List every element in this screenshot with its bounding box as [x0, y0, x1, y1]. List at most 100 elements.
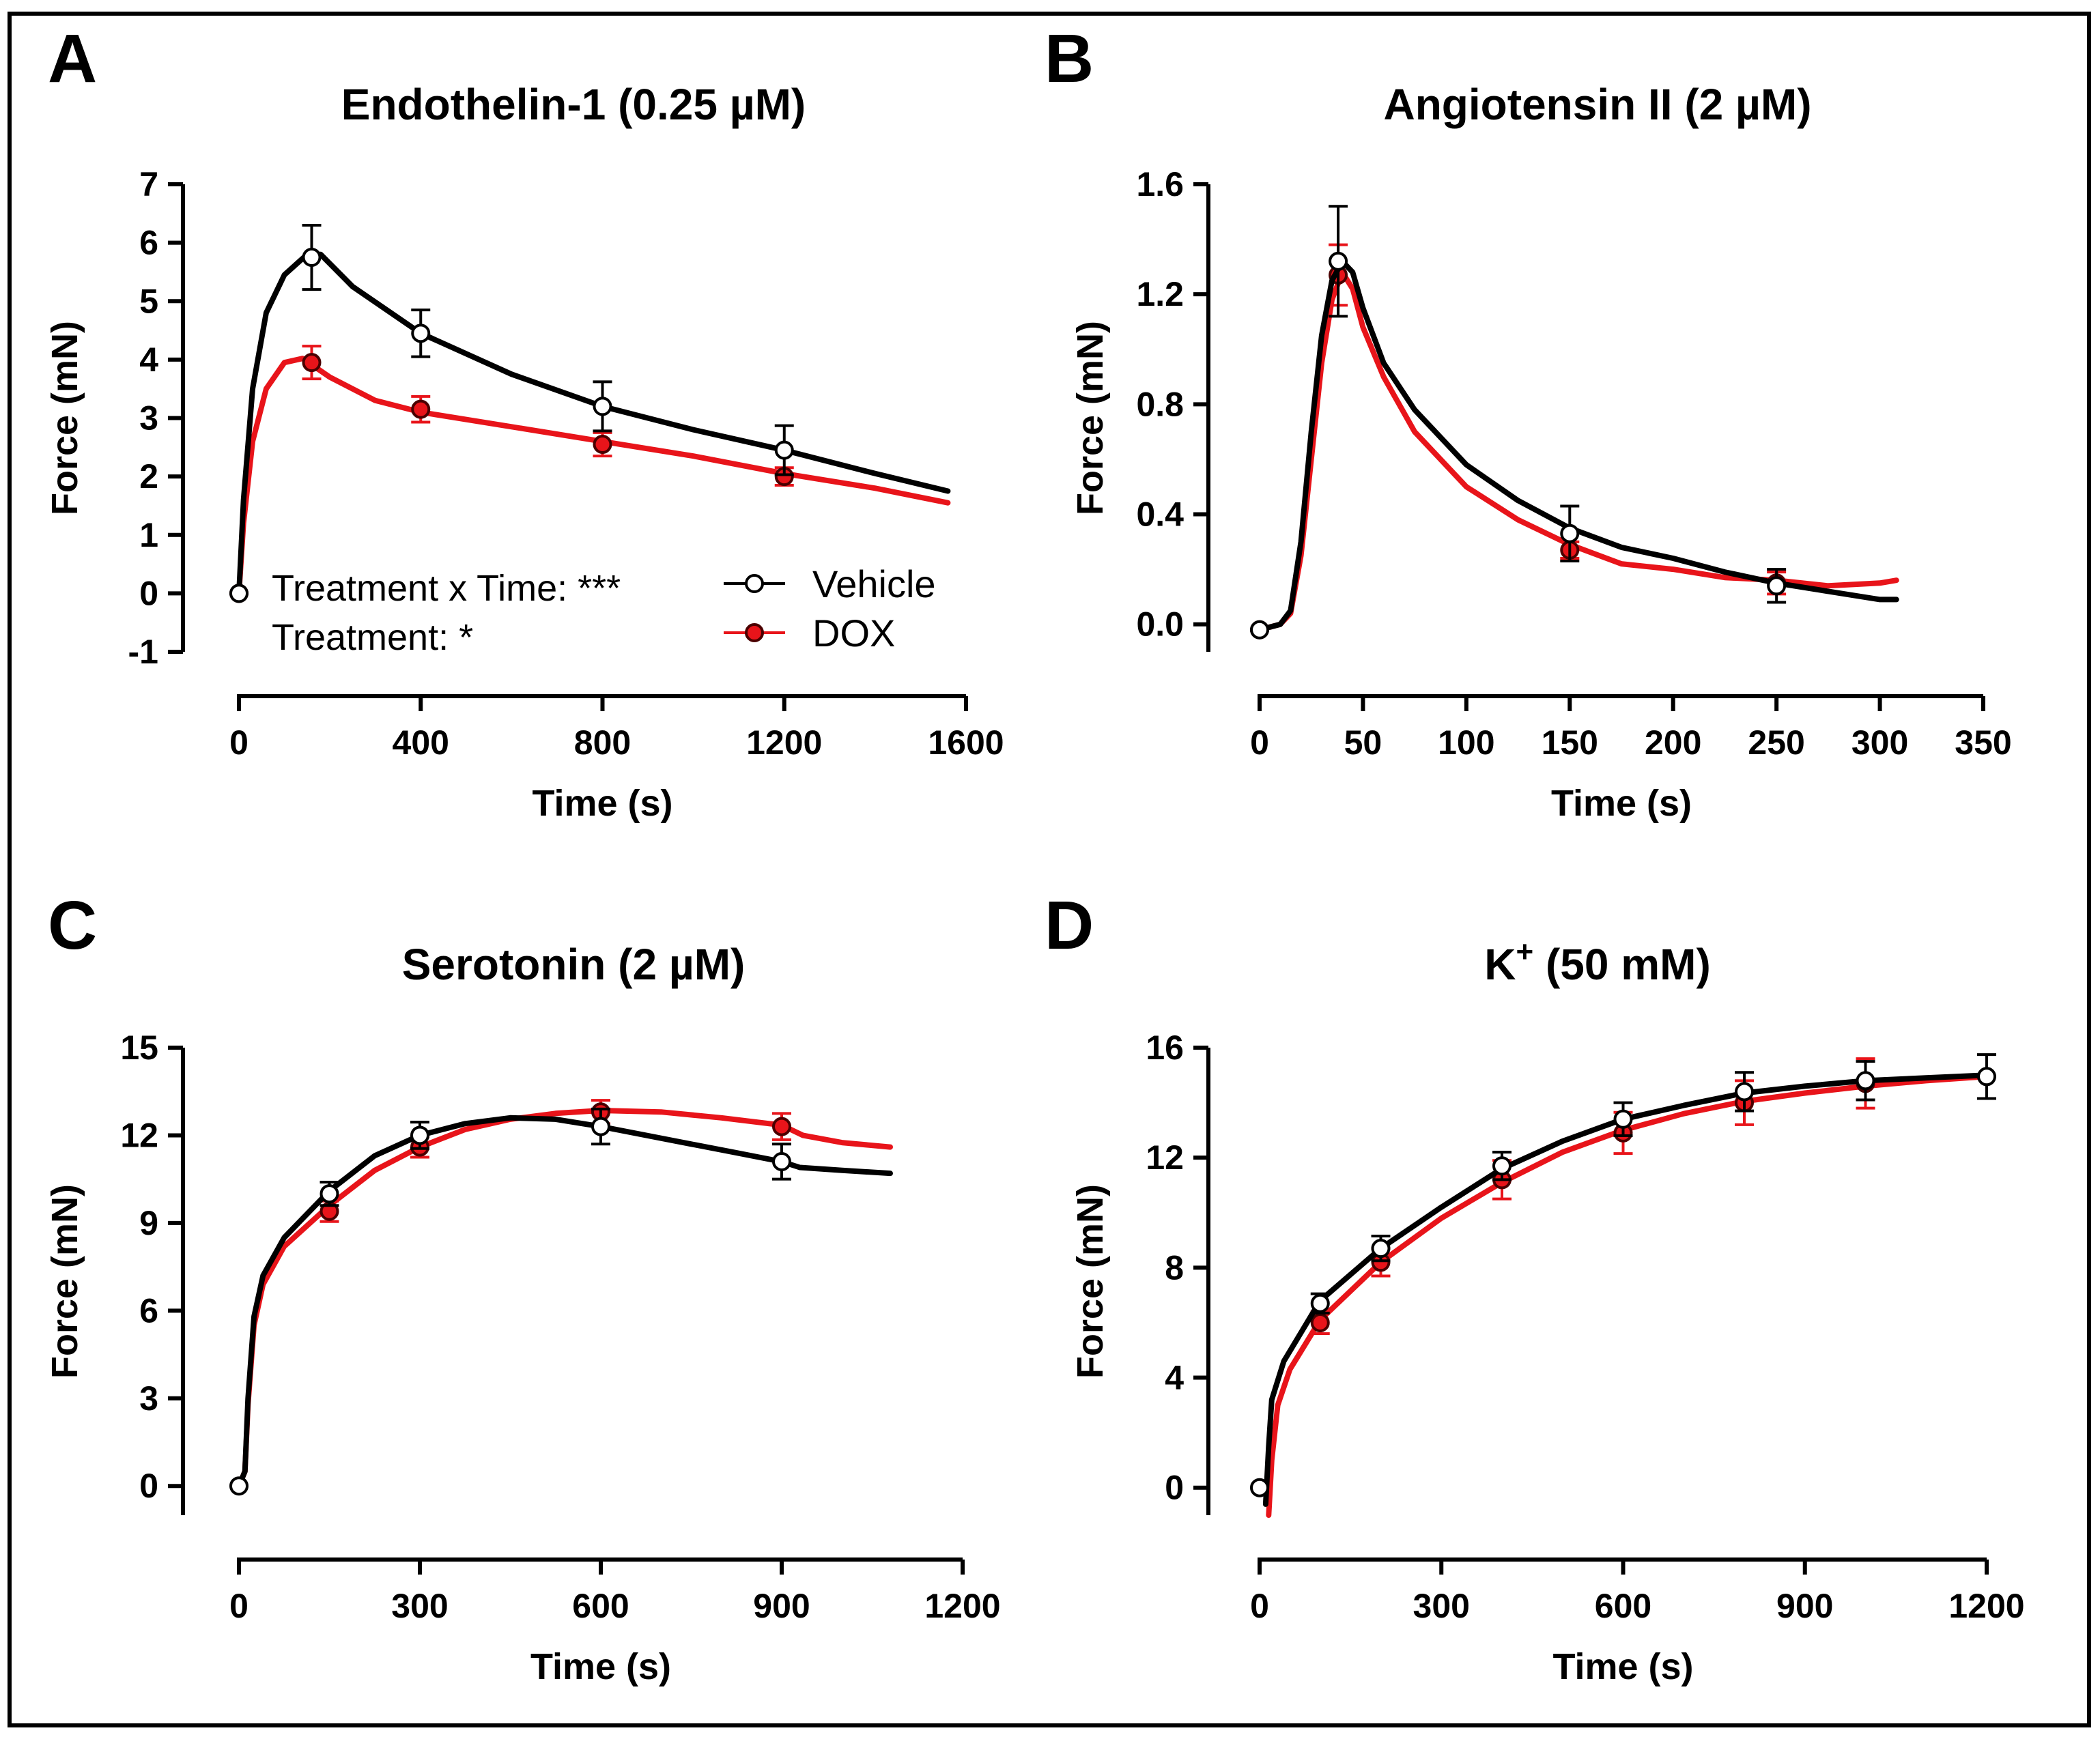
legend-dox-marker	[745, 623, 764, 642]
x-tick-label: 350	[1955, 723, 2011, 762]
y-tick-label: 4	[139, 341, 158, 379]
y-axis-label: Force (mN)	[1070, 321, 1111, 515]
y-tick-label: 0.8	[1136, 385, 1184, 423]
vehicle-curve	[236, 251, 951, 597]
y-tick-label: 0.0	[1136, 605, 1184, 644]
dox-point	[593, 435, 612, 455]
dox-point	[302, 353, 322, 373]
y-tick-label: 6	[139, 1291, 158, 1330]
x-tick-label: 400	[393, 723, 449, 762]
x-tick-label: 300	[1851, 723, 1908, 762]
x-tick-label: 1200	[1948, 1587, 2024, 1625]
x-tick-label: 50	[1344, 723, 1382, 762]
y-axis-label: Force (mN)	[44, 1184, 85, 1379]
vehicle-point	[320, 1184, 339, 1204]
y-axis-label: Force (mN)	[44, 321, 85, 515]
x-tick-label: 600	[572, 1587, 629, 1625]
dox-point	[411, 399, 431, 419]
x-axis-label: Time (s)	[530, 1646, 671, 1687]
vehicle-point	[1329, 251, 1348, 271]
x-tick-label: 300	[391, 1587, 448, 1625]
dox-curve	[1257, 269, 1899, 633]
y-tick-label: 0	[139, 574, 158, 612]
y-tick-label: 1	[139, 516, 158, 554]
y-tick-label: -1	[128, 633, 158, 671]
x-tick-label: 0	[1250, 723, 1269, 762]
panel-letter: B	[1045, 20, 1094, 97]
legend-vehicle-marker	[745, 574, 764, 593]
stat-annotation: Treatment x Time: ***	[272, 568, 621, 609]
vehicle-point	[1250, 1478, 1269, 1497]
y-tick-label: 7	[139, 165, 158, 203]
x-tick-label: 0	[1250, 1587, 1269, 1625]
title-superscript: +	[1516, 935, 1533, 968]
panel-C: C Serotonin (2 µM) 0 3 6 9 12 15 0 300 600 900 1200 T…	[44, 887, 1001, 1687]
panel-A: A Endothelin-1 (0.25 µM) -1 0 1 2 3 4 5 6 7 0 400 800…	[44, 20, 1004, 824]
vehicle-point	[593, 397, 612, 416]
vehicle-point	[774, 440, 794, 460]
x-tick-label: 0	[229, 723, 249, 762]
x-tick-label: 300	[1413, 1587, 1470, 1625]
panel-title: Serotonin (2 µM)	[402, 940, 746, 989]
dox-curve	[1266, 1074, 1989, 1518]
vehicle-curve	[1257, 258, 1899, 633]
panel-title: Angiotensin II (2 µM)	[1383, 80, 1811, 129]
title-rest: (50 mM)	[1533, 940, 1711, 989]
x-tick-label: 800	[574, 723, 631, 762]
vehicle-point	[1767, 576, 1787, 596]
y-tick-label: 12	[120, 1116, 158, 1154]
y-tick-label: 3	[139, 399, 158, 437]
panel-letter: D	[1045, 887, 1094, 964]
dox-point	[1310, 1312, 1330, 1332]
legend-dox-label: DOX	[812, 612, 895, 655]
y-axis-label: Force (mN)	[1070, 1184, 1111, 1379]
x-axis-label: Time (s)	[532, 783, 672, 824]
y-tick-label: 9	[139, 1204, 158, 1242]
y-tick-label: 16	[1146, 1029, 1184, 1067]
vehicle-point	[1613, 1109, 1633, 1129]
y-tick-label: 0	[1165, 1469, 1184, 1507]
x-axis-label: Time (s)	[1551, 783, 1692, 824]
vehicle-point	[1492, 1156, 1512, 1176]
y-tick-label: 2	[139, 457, 158, 496]
vehicle-curve	[236, 1115, 893, 1489]
y-tick-label: 1.2	[1136, 275, 1184, 313]
vehicle-point	[591, 1117, 610, 1136]
x-tick-label: 100	[1438, 723, 1494, 762]
vehicle-point	[410, 1125, 429, 1145]
vehicle-point	[1856, 1071, 1875, 1091]
x-tick-label: 600	[1595, 1587, 1651, 1625]
panel-title: Endothelin-1 (0.25 µM)	[341, 80, 806, 129]
y-tick-label: 8	[1165, 1248, 1184, 1287]
title-text: K	[1484, 940, 1516, 989]
x-tick-label: 1200	[746, 723, 822, 762]
vehicle-point	[1977, 1067, 1996, 1087]
figure-border	[8, 12, 2091, 1727]
legend-vehicle-label: Vehicle	[812, 562, 936, 605]
vehicle-point	[229, 584, 249, 603]
stat-annotation: Treatment: *	[272, 617, 473, 658]
x-tick-label: 150	[1542, 723, 1598, 762]
vehicle-point	[1250, 620, 1269, 640]
vehicle-point	[772, 1151, 791, 1171]
x-tick-label: 1200	[924, 1587, 1000, 1625]
panel-letter: A	[48, 20, 97, 97]
vehicle-curve	[1262, 1072, 1989, 1507]
panel-B: B Angiotensin II (2 µM) 0.0 0.4 0.8 1.2 1.6 0 50…	[1045, 20, 2012, 824]
y-tick-label: 3	[139, 1379, 158, 1418]
x-tick-label: 900	[1776, 1587, 1833, 1625]
vehicle-point	[1371, 1239, 1391, 1259]
x-tick-label: 250	[1748, 723, 1804, 762]
y-tick-label: 1.6	[1136, 165, 1184, 203]
panel-D: D K+ (50 mM) 0 4 8 12 16 0 300 600 900 1200 Time (s)…	[1045, 887, 2025, 1687]
dox-curve	[236, 356, 951, 597]
y-tick-label: 0.4	[1136, 496, 1184, 534]
vehicle-point	[411, 324, 431, 343]
x-axis-label: Time (s)	[1552, 1646, 1693, 1687]
x-tick-label: 1600	[928, 723, 1004, 762]
y-tick-label: 0	[139, 1467, 158, 1505]
x-tick-label: 0	[229, 1587, 249, 1625]
vehicle-point	[302, 248, 322, 268]
vehicle-point	[1560, 523, 1580, 543]
